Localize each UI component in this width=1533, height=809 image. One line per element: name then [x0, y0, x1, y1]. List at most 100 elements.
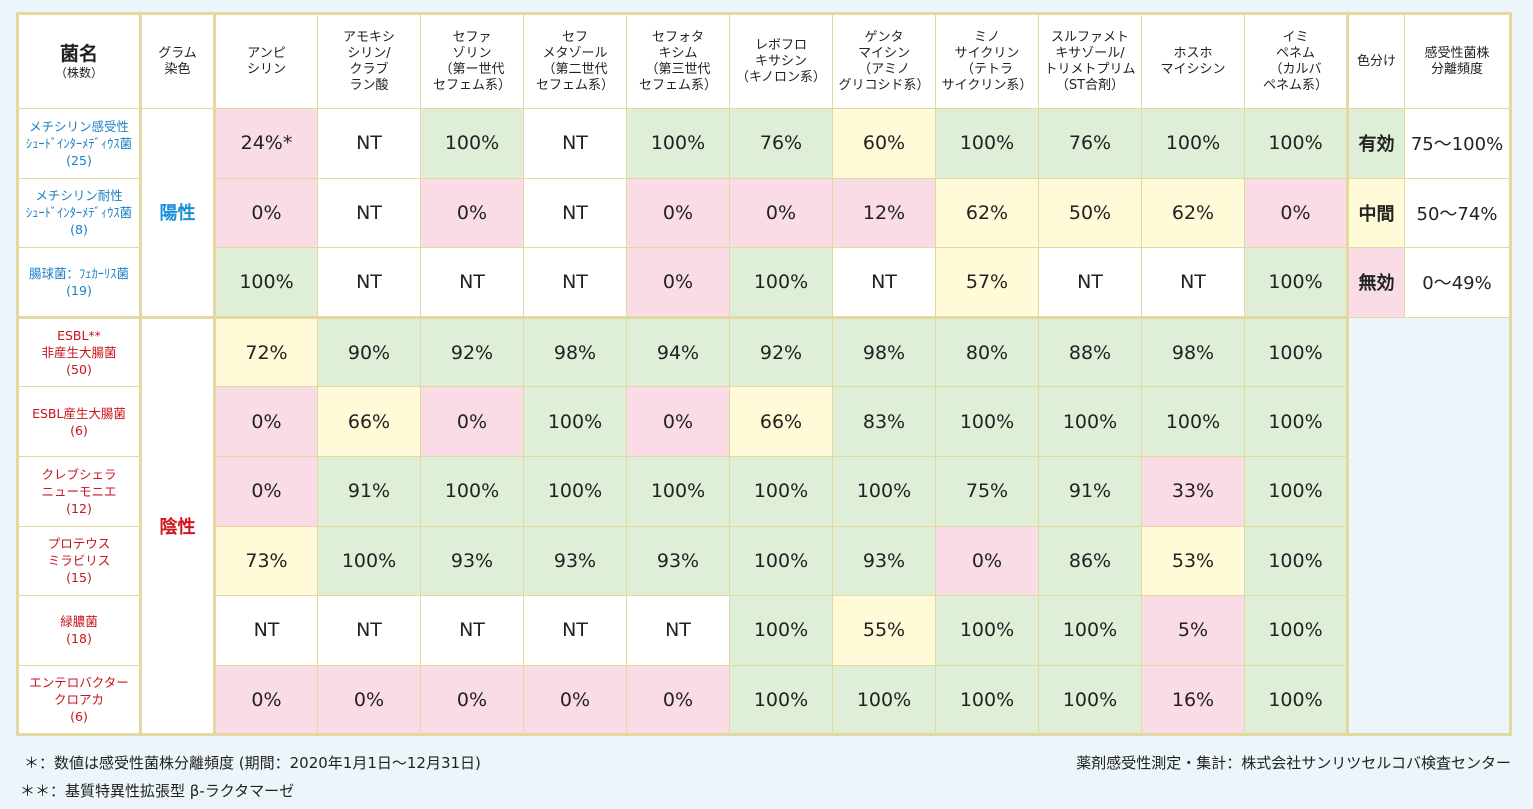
susceptibility-value: 100% [420, 108, 524, 179]
table-row: メチシリン感受性 ｼｭｰﾄﾞｲﾝﾀｰﾒﾃﾞｨｳｽ菌 (25) 陽性 24%* NT 10… [17, 108, 1511, 318]
table-row: 腸球菌：ﾌｪｶｰﾘｽ菌 (19) 100% NT NT NT 0% 100% NT 57% NT N… [17, 247, 1511, 318]
susceptibility-value: 100% [626, 455, 730, 527]
bacteria-name: 腸球菌：ﾌｪｶｰﾘｽ菌 (19) [17, 247, 141, 318]
header-drug: ゲンタ マイシン （アミノ グリコシド系） [832, 13, 936, 109]
legend-label: 有効 [1347, 108, 1405, 179]
susceptibility-value: 100% [729, 595, 833, 666]
header-drug: スルファメト キサゾール/ トリメトプリム （ST合剤） [1038, 13, 1142, 109]
susceptibility-value: 100% [1038, 664, 1142, 736]
susceptibility-value: 93% [626, 525, 730, 597]
header-bacteria-label: 菌名 [59, 42, 98, 65]
empty-cell [1347, 526, 1511, 596]
susceptibility-value: 5% [1141, 595, 1245, 666]
susceptibility-value: 100% [729, 455, 833, 527]
susceptibility-value: 76% [1038, 108, 1142, 179]
susceptibility-value: 0% [626, 177, 730, 249]
susceptibility-value: 62% [1141, 177, 1245, 249]
susceptibility-value: 100% [935, 664, 1039, 736]
susceptibility-value: 66% [317, 386, 421, 457]
susceptibility-value: 100% [1244, 455, 1349, 527]
susceptibility-value: 100% [1141, 108, 1245, 179]
bacteria-name: クレブシェラ ニューモニエ (12) [17, 455, 141, 527]
susceptibility-value: 0% [420, 177, 524, 249]
antibiotic-susceptibility-table: 菌名 （株数） グラム 染色 アンピ シリン アモキシ シリン/ クラブ ラン酸… [16, 12, 1512, 737]
header-drug: ホスホ マイシシン [1141, 13, 1245, 109]
susceptibility-value: 100% [1038, 386, 1142, 457]
susceptibility-value: 100% [935, 595, 1039, 666]
bacteria-name: 緑膿菌 (18) [17, 595, 141, 666]
header-drug: セフ メタゾール （第二世代 セフェム系） [523, 13, 627, 109]
susceptibility-value: NT [1038, 247, 1142, 318]
table-row: ESBL産生大腸菌 (6) 0% 66% 0% 100% 0% 66% 83% 100% 100%… [17, 386, 1511, 457]
susceptibility-value: 50% [1038, 177, 1142, 249]
susceptibility-value: NT [523, 177, 627, 249]
susceptibility-value: 0% [729, 177, 833, 249]
susceptibility-value: NT [420, 247, 524, 318]
header-drug: レボフロ キサシン （キノロン系） [729, 13, 833, 109]
susceptibility-value: 100% [1244, 595, 1349, 666]
empty-cell [1347, 386, 1511, 457]
legend-label: 中間 [1347, 177, 1405, 249]
header-drug: イミ ペネム （カルバ ペネム系） [1244, 13, 1349, 109]
susceptibility-value: 100% [1244, 664, 1349, 736]
legend-range: 75〜100% [1404, 108, 1511, 179]
table-row: メチシリン耐性 ｼｭｰﾄﾞｲﾝﾀｰﾒﾃﾞｨｳｽ菌 (8) 0% NT 0% NT 0% 0%… [17, 177, 1511, 249]
susceptibility-value: NT [317, 177, 421, 249]
bacteria-name: ESBL産生大腸菌 (6) [17, 386, 141, 457]
susceptibility-value: 100% [523, 386, 627, 457]
susceptibility-value: NT [1141, 247, 1245, 318]
susceptibility-value: 90% [317, 315, 421, 388]
header-legend-color: 色分け [1347, 13, 1405, 109]
susceptibility-value: 73% [213, 525, 318, 597]
legend-range: 50〜74% [1404, 177, 1511, 249]
susceptibility-value: NT [626, 595, 730, 666]
susceptibility-value: 100% [626, 108, 730, 179]
table-row: クレブシェラ ニューモニエ (12) 0% 91% 100% 100% 100% 100% 1… [17, 455, 1511, 527]
table-row: エンテロバクター クロアカ (6) 0% 0% 0% 0% 0% 100% 100% 100% 1… [17, 664, 1511, 736]
susceptibility-value: 0% [626, 247, 730, 318]
header-drug: セファ ゾリン （第ー世代 セフェム系） [420, 13, 524, 109]
table-body: メチシリン感受性 ｼｭｰﾄﾞｲﾝﾀｰﾒﾃﾞｨｳｽ菌 (25) 陽性 24%* NT 10… [17, 108, 1511, 736]
footnote-1: ＊：数値は感受性菌株分離頻度 (期間：2020年1月1日〜12月31日) [24, 754, 481, 772]
susceptibility-value: 60% [832, 108, 936, 179]
susceptibility-value: 83% [832, 386, 936, 457]
susceptibility-value: 92% [729, 315, 833, 388]
header-gram: グラム 染色 [139, 13, 215, 109]
susceptibility-value: 91% [1038, 455, 1142, 527]
susceptibility-value: 55% [832, 595, 936, 666]
header-legend-frequency: 感受性菌株 分離頻度 [1404, 13, 1511, 109]
susceptibility-value: 100% [935, 386, 1039, 457]
susceptibility-value: 92% [420, 315, 524, 388]
susceptibility-value: 33% [1141, 455, 1245, 527]
susceptibility-value: 86% [1038, 525, 1142, 597]
susceptibility-value: 57% [935, 247, 1039, 318]
susceptibility-value: NT [523, 108, 627, 179]
susceptibility-value: 0% [213, 455, 318, 527]
susceptibility-value: 100% [213, 247, 318, 318]
susceptibility-value: 53% [1141, 525, 1245, 597]
header-drug: アモキシ シリン/ クラブ ラン酸 [317, 13, 421, 109]
susceptibility-value: 0% [420, 386, 524, 457]
susceptibility-value: 98% [832, 315, 936, 388]
susceptibility-value: 0% [626, 664, 730, 736]
empty-cell [1347, 595, 1511, 666]
header-bacteria-sub: （株数） [54, 65, 103, 80]
header-drug: セフォタ キシム （第三世代 セフェム系） [626, 13, 730, 109]
susceptibility-value: NT [420, 595, 524, 666]
susceptibility-value: 100% [1244, 525, 1349, 597]
susceptibility-value: 100% [1244, 247, 1349, 318]
susceptibility-value: 100% [523, 455, 627, 527]
susceptibility-value: 100% [935, 108, 1039, 179]
susceptibility-value: 98% [523, 315, 627, 388]
susceptibility-value: 24%* [213, 108, 318, 179]
susceptibility-value: 0% [626, 386, 730, 457]
bacteria-name: メチシリン耐性 ｼｭｰﾄﾞｲﾝﾀｰﾒﾃﾞｨｳｽ菌 (8) [17, 177, 141, 249]
susceptibility-value: 0% [213, 177, 318, 249]
susceptibility-value: 100% [832, 455, 936, 527]
empty-cell [1347, 317, 1511, 387]
susceptibility-value: 93% [420, 525, 524, 597]
susceptibility-value: 0% [420, 664, 524, 736]
susceptibility-table-wrapper: 菌名 （株数） グラム 染色 アンピ シリン アモキシ シリン/ クラブ ラン酸… [16, 12, 1512, 737]
header-drug: アンピ シリン [213, 13, 318, 109]
credit-note: 薬剤感受性測定・集計：株式会社サンリツセルコバ検査センター [1076, 754, 1511, 772]
